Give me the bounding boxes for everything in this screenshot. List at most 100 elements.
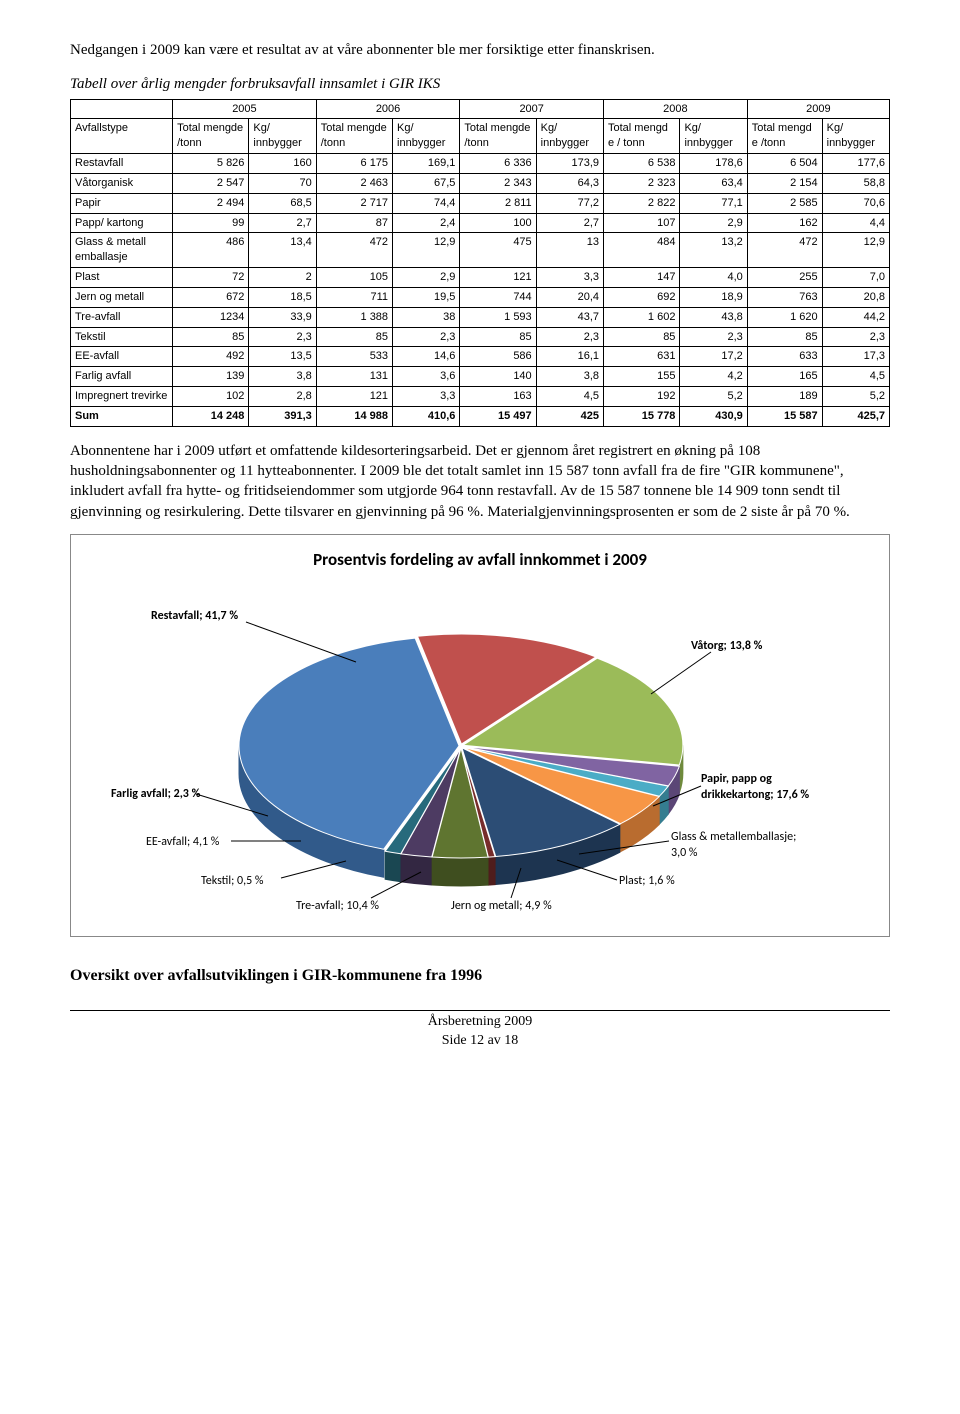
table-cell: 100 (460, 213, 536, 233)
table-cell: 425 (536, 407, 603, 427)
year-header-blank (71, 99, 173, 119)
table-cell: 20,4 (536, 287, 603, 307)
table-cell: 410,6 (393, 407, 460, 427)
column-header: Kg/ innbygger (393, 119, 460, 154)
table-cell: 631 (604, 347, 680, 367)
table-cell: Farlig avfall (71, 367, 173, 387)
table-cell: 15 587 (747, 407, 822, 427)
table-cell: 472 (316, 233, 392, 268)
table-cell: 99 (173, 213, 249, 233)
table-cell: Sum (71, 407, 173, 427)
table-cell: 711 (316, 287, 392, 307)
table-row: EE-avfall49213,553314,658616,163117,2633… (71, 347, 890, 367)
body-paragraph: Abonnentene har i 2009 utført et omfatte… (70, 441, 890, 522)
table-cell: EE-avfall (71, 347, 173, 367)
table-cell: 3,3 (393, 387, 460, 407)
table-row: Papp/ kartong992,7872,41002,71072,91624,… (71, 213, 890, 233)
table-cell: Tre-avfall (71, 307, 173, 327)
table-row: Papir2 49468,52 71774,42 81177,22 82277,… (71, 193, 890, 213)
table-cell: 6 336 (460, 154, 536, 174)
chart-title: Prosentvis fordeling av avfall innkommet… (71, 535, 889, 576)
table-cell: 87 (316, 213, 392, 233)
table-row: Jern og metall67218,571119,574420,469218… (71, 287, 890, 307)
table-cell: 155 (604, 367, 680, 387)
table-cell: 2 822 (604, 193, 680, 213)
intro-paragraph: Nedgangen i 2009 kan være et resultat av… (70, 40, 890, 60)
chart-slice-label: Papir, papp ogdrikkekartong; 17,6 % (701, 771, 809, 803)
table-cell: 19,5 (393, 287, 460, 307)
column-header: Total mengde /tonn (460, 119, 536, 154)
table-cell: 7,0 (822, 268, 889, 288)
table-cell: 173,9 (536, 154, 603, 174)
table-cell: 13,4 (249, 233, 316, 268)
table-cell: 586 (460, 347, 536, 367)
footer-line-2: Side 12 av 18 (70, 1032, 890, 1051)
table-cell: 85 (316, 327, 392, 347)
table-cell: 484 (604, 233, 680, 268)
table-cell: Plast (71, 268, 173, 288)
table-cell: 139 (173, 367, 249, 387)
table-row: Plast7221052,91213,31474,02557,0 (71, 268, 890, 288)
table-cell: 1 388 (316, 307, 392, 327)
footer-line-1: Årsberetning 2009 (70, 1013, 890, 1032)
column-header: Kg/ innbygger (822, 119, 889, 154)
table-row: Våtorganisk2 547702 46367,52 34364,32 32… (71, 173, 890, 193)
table-cell: 2,3 (393, 327, 460, 347)
chart-slice-label: EE-avfall; 4,1 % (146, 834, 219, 850)
table-cell: 169,1 (393, 154, 460, 174)
table-title: Tabell over årlig mengder forbruksavfall… (70, 74, 890, 94)
table-cell: Våtorganisk (71, 173, 173, 193)
table-row: Farlig avfall1393,81313,61403,81554,2165… (71, 367, 890, 387)
table-cell: 18,9 (680, 287, 747, 307)
year-header: 2005 (173, 99, 317, 119)
column-header: Total mengde /tonn (173, 119, 249, 154)
table-cell: 2,9 (393, 268, 460, 288)
chart-slice-label: Tekstil; 0,5 % (201, 873, 263, 889)
table-cell: 43,8 (680, 307, 747, 327)
table-cell: 58,8 (822, 173, 889, 193)
table-cell: 2,3 (680, 327, 747, 347)
table-cell: 14,6 (393, 347, 460, 367)
table-cell: 472 (747, 233, 822, 268)
table-cell: 2 494 (173, 193, 249, 213)
column-header: Total mengde /tonn (316, 119, 392, 154)
table-cell: 44,2 (822, 307, 889, 327)
column-header: Kg/ innbygger (680, 119, 747, 154)
chart-slice-label: Farlig avfall; 2,3 % (111, 786, 200, 802)
table-cell: 425,7 (822, 407, 889, 427)
table-cell: 744 (460, 287, 536, 307)
table-cell: 2 343 (460, 173, 536, 193)
table-cell: 2,9 (680, 213, 747, 233)
table-cell: 121 (460, 268, 536, 288)
table-cell: 4,2 (680, 367, 747, 387)
table-cell: 1 620 (747, 307, 822, 327)
table-cell: 107 (604, 213, 680, 233)
table-cell: Jern og metall (71, 287, 173, 307)
table-cell: 13,5 (249, 347, 316, 367)
table-cell: 177,6 (822, 154, 889, 174)
table-cell: 165 (747, 367, 822, 387)
table-cell: 14 988 (316, 407, 392, 427)
chart-slice-label: Jern og metall; 4,9 % (451, 898, 552, 914)
pie-chart: Prosentvis fordeling av avfall innkommet… (70, 534, 890, 937)
table-cell: 2 463 (316, 173, 392, 193)
table-cell: 2 811 (460, 193, 536, 213)
table-cell: 160 (249, 154, 316, 174)
table-cell: 633 (747, 347, 822, 367)
table-cell: 147 (604, 268, 680, 288)
table-cell: 15 778 (604, 407, 680, 427)
chart-slice-label: Våtorg; 13,8 % (691, 638, 762, 654)
table-cell: 43,7 (536, 307, 603, 327)
table-cell: 692 (604, 287, 680, 307)
table-cell: 6 175 (316, 154, 392, 174)
table-cell: Papir (71, 193, 173, 213)
table-cell: 1234 (173, 307, 249, 327)
table-cell: 1 602 (604, 307, 680, 327)
table-cell: 63,4 (680, 173, 747, 193)
table-cell: 2,3 (536, 327, 603, 347)
chart-slice-label: Tre-avfall; 10,4 % (296, 898, 379, 914)
table-cell: 6 504 (747, 154, 822, 174)
table-cell: 131 (316, 367, 392, 387)
table-cell: 105 (316, 268, 392, 288)
table-cell: 67,5 (393, 173, 460, 193)
